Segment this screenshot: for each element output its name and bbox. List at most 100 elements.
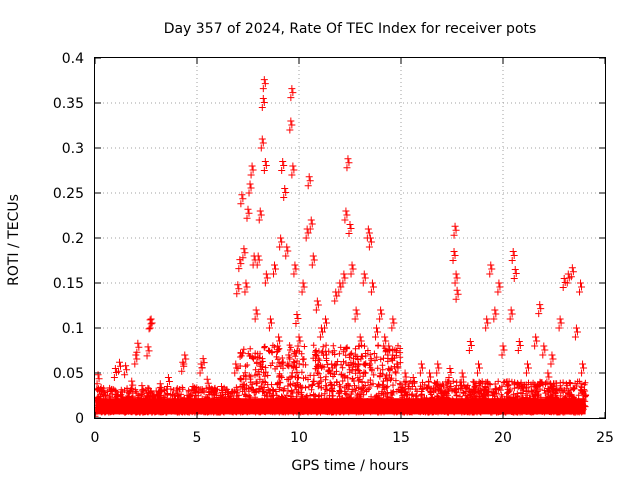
data-point bbox=[365, 229, 373, 237]
data-point bbox=[449, 257, 457, 264]
data-point bbox=[313, 297, 321, 305]
data-point bbox=[224, 389, 232, 397]
data-point bbox=[384, 351, 392, 359]
data-point bbox=[101, 392, 109, 399]
data-point bbox=[306, 225, 314, 233]
data-point bbox=[122, 362, 130, 370]
data-point bbox=[290, 270, 298, 278]
data-point bbox=[300, 283, 308, 291]
y-tick-label: 0.1 bbox=[62, 321, 84, 337]
data-point bbox=[368, 279, 376, 287]
data-point bbox=[360, 270, 368, 278]
data-point bbox=[563, 279, 571, 287]
data-point bbox=[342, 207, 350, 215]
data-point bbox=[148, 319, 156, 327]
data-point bbox=[321, 324, 329, 332]
data-point bbox=[180, 360, 188, 368]
data-point bbox=[474, 369, 482, 377]
y-tick-label: 0.35 bbox=[53, 96, 84, 112]
data-point bbox=[367, 238, 375, 246]
grid-lines bbox=[95, 58, 605, 418]
data-point bbox=[233, 290, 241, 298]
plot-frame bbox=[94, 57, 606, 419]
data-point bbox=[295, 333, 303, 341]
data-point bbox=[164, 374, 172, 381]
data-point bbox=[304, 182, 312, 190]
data-point bbox=[276, 337, 284, 345]
data-point bbox=[275, 333, 283, 341]
data-point bbox=[265, 324, 273, 332]
data-point bbox=[516, 342, 524, 349]
data-point bbox=[580, 364, 588, 372]
data-point bbox=[341, 216, 349, 224]
data-point-cloud bbox=[95, 342, 589, 416]
data-point bbox=[296, 337, 304, 345]
data-point bbox=[577, 279, 585, 287]
data-point bbox=[511, 266, 519, 273]
data-point bbox=[259, 95, 267, 102]
data-point bbox=[572, 324, 580, 332]
chart-title: Day 357 of 2024, Rate Of TEC Index for r… bbox=[164, 21, 537, 37]
data-point bbox=[307, 216, 315, 224]
data-point bbox=[377, 306, 385, 314]
data-point bbox=[484, 319, 492, 327]
data-point bbox=[235, 285, 243, 293]
data-point bbox=[556, 315, 564, 323]
data-point bbox=[146, 324, 154, 332]
data-point bbox=[238, 191, 246, 199]
data-point bbox=[500, 346, 508, 354]
data-point bbox=[202, 384, 210, 392]
data-point bbox=[476, 364, 484, 372]
data-point bbox=[400, 378, 408, 386]
data-point bbox=[512, 270, 520, 277]
data-point bbox=[276, 243, 284, 251]
data-point bbox=[545, 373, 553, 381]
data-point bbox=[533, 337, 541, 345]
data-point bbox=[271, 261, 279, 269]
data-point bbox=[294, 342, 302, 350]
data-point bbox=[458, 369, 466, 377]
data-point bbox=[466, 338, 474, 345]
data-point bbox=[559, 284, 567, 291]
data-point bbox=[508, 257, 516, 264]
x-tick-label: 20 bbox=[494, 430, 512, 446]
x-axis-ticks: 0 5 10 15 20 25 bbox=[91, 58, 614, 446]
data-point bbox=[204, 379, 212, 387]
data-point bbox=[457, 378, 465, 386]
data-point bbox=[258, 104, 266, 111]
data-point bbox=[359, 279, 367, 287]
data-point bbox=[292, 265, 300, 273]
data-point bbox=[346, 221, 354, 228]
data-point bbox=[286, 126, 294, 134]
data-point bbox=[374, 328, 382, 336]
data-point bbox=[95, 371, 102, 379]
data-point bbox=[510, 275, 518, 282]
y-tick-label: 0.15 bbox=[53, 276, 84, 292]
data-point bbox=[277, 234, 285, 242]
data-point bbox=[390, 319, 398, 327]
data-point bbox=[514, 347, 522, 354]
data-point bbox=[451, 222, 459, 230]
data-point bbox=[347, 225, 355, 232]
data-point bbox=[267, 319, 275, 327]
data-point bbox=[259, 139, 267, 147]
data-point bbox=[475, 360, 483, 368]
data-point bbox=[393, 360, 401, 368]
data-point bbox=[255, 216, 263, 224]
data-point bbox=[245, 209, 253, 217]
data-point bbox=[241, 288, 249, 296]
data-point bbox=[352, 306, 360, 314]
data-point bbox=[453, 274, 461, 282]
data-point bbox=[345, 230, 353, 237]
data-point bbox=[288, 121, 296, 129]
data-point bbox=[522, 369, 530, 377]
data-point bbox=[459, 373, 467, 381]
data-point bbox=[114, 367, 122, 375]
data-point bbox=[386, 346, 394, 354]
data-point bbox=[369, 283, 377, 291]
data-point bbox=[151, 396, 159, 404]
data-point bbox=[288, 85, 296, 93]
data-point bbox=[349, 265, 357, 273]
data-point bbox=[333, 292, 341, 300]
data-point bbox=[236, 256, 244, 264]
